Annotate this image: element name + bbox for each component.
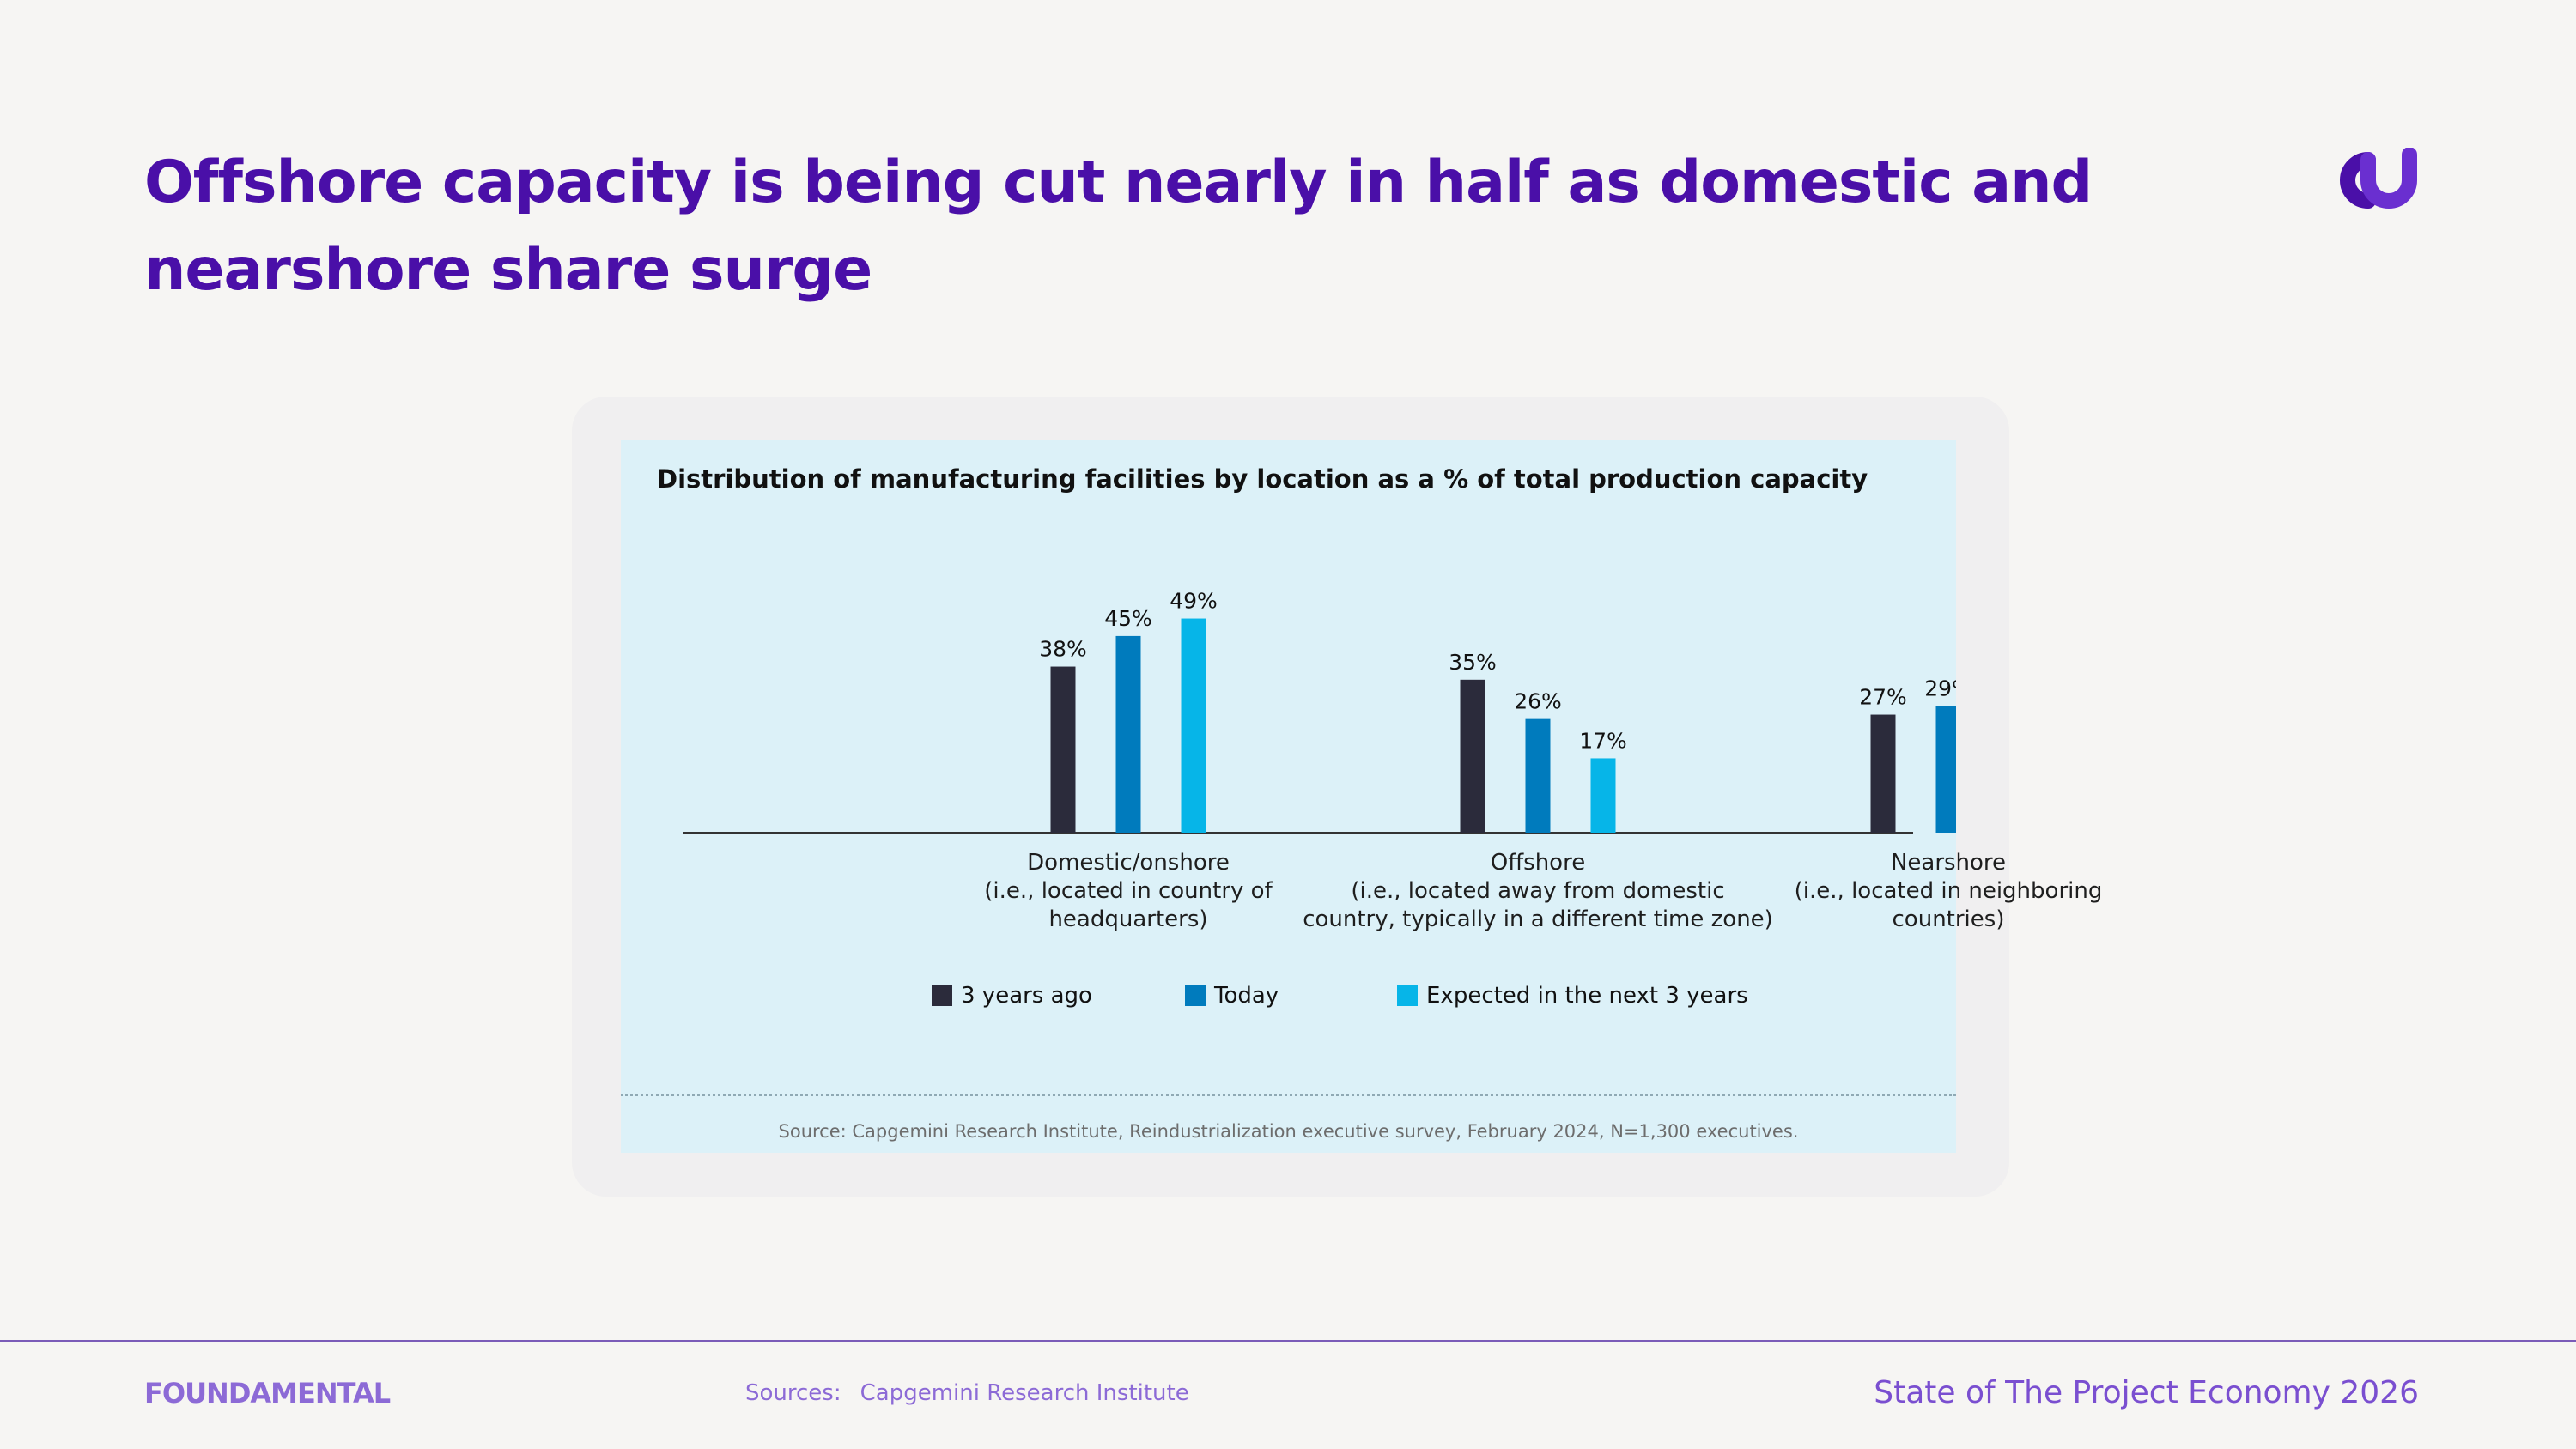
legend-swatch: [1397, 985, 1418, 1006]
bar-offshore-3-years-ago: [1460, 679, 1485, 833]
bar-offshore-today: [1525, 718, 1551, 833]
category-label-nearshore: Nearshore (i.e., located in neighboring …: [1794, 850, 2103, 932]
bar-domestic-onshore-expected-in-the-next-3-years: [1181, 618, 1206, 833]
footer-sources: Sources: Capgemini Research Institute: [745, 1380, 1189, 1406]
data-label-offshore-today: 26%: [1514, 689, 1562, 714]
legend-label: Expected in the next 3 years: [1426, 983, 1748, 1009]
bar-offshore-expected-in-the-next-3-years: [1590, 758, 1616, 833]
source-divider: [621, 1094, 1956, 1096]
data-label-domestic-onshore-3-years-ago: 38%: [1039, 637, 1087, 662]
legend-swatch: [932, 985, 952, 1006]
legend-item-3-years-ago: 3 years ago: [932, 983, 1092, 1009]
data-label-domestic-onshore-today: 45%: [1104, 606, 1152, 631]
footer-sources-value: Capgemini Research Institute: [860, 1380, 1189, 1406]
legend-item-expected: Expected in the next 3 years: [1397, 983, 1748, 1009]
legend-label: 3 years ago: [961, 983, 1092, 1009]
data-label-nearshore-3-years-ago: 27%: [1859, 685, 1907, 710]
category-label-domestic: Domestic/onshore (i.e., located in count…: [984, 850, 1273, 932]
footer-report-title: State of The Project Economy 2026: [1874, 1375, 2419, 1410]
data-label-offshore-3-years-ago: 35%: [1449, 650, 1497, 675]
legend-label: Today: [1214, 983, 1279, 1009]
bar-domestic-onshore-today: [1115, 635, 1141, 833]
data-label-nearshore-today: 29%: [1924, 676, 1956, 700]
bar-nearshore-3-years-ago: [1870, 714, 1896, 833]
footer-sources-label: Sources:: [745, 1380, 841, 1406]
data-label-domestic-onshore-expected-in-the-next-3-years: 49%: [1170, 589, 1218, 614]
legend-swatch: [1185, 985, 1206, 1006]
footer-divider: [0, 1340, 2576, 1342]
legend-item-today: Today: [1185, 983, 1279, 1009]
chart-title: Distribution of manufacturing facilities…: [657, 464, 1868, 494]
chart-panel: Distribution of manufacturing facilities…: [621, 440, 2102, 1153]
footer-logo: FOUNDAMENTAL: [144, 1377, 391, 1410]
brand-logo-icon: [2340, 148, 2417, 209]
page-headline: Offshore capacity is being cut nearly in…: [144, 149, 2093, 304]
data-label-offshore-expected-in-the-next-3-years: 17%: [1579, 728, 1627, 753]
bar-chart: 38%45%49%35%26%17%27%29%34%: [683, 589, 1956, 834]
bar-domestic-onshore-3-years-ago: [1050, 666, 1076, 833]
bar-nearshore-today: [1935, 706, 1956, 833]
chart-source-note: Source: Capgemini Research Institute, Re…: [778, 1121, 1799, 1142]
category-label-offshore: Offshore (i.e., located away from domest…: [1303, 850, 1773, 932]
